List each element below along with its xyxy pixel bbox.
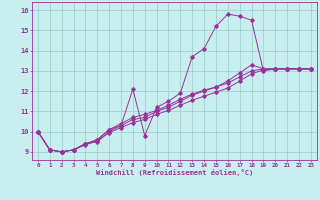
X-axis label: Windchill (Refroidissement éolien,°C): Windchill (Refroidissement éolien,°C): [96, 169, 253, 176]
